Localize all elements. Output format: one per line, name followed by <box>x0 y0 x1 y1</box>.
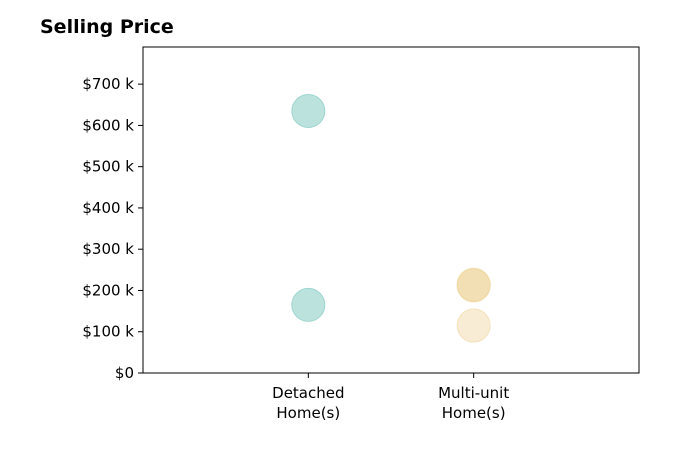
x-tick-label: Multi-unit Home(s) <box>438 384 509 422</box>
data-point-3 <box>456 267 491 302</box>
y-tick-label: $700 k <box>82 75 134 93</box>
chart-title: Selling Price <box>40 16 174 38</box>
y-tick-label: $600 k <box>82 116 134 134</box>
y-tick-label: $400 k <box>82 199 134 217</box>
data-point-1 <box>291 287 326 322</box>
data-point-0 <box>291 93 326 128</box>
points-layer <box>291 93 491 343</box>
y-tick-label: $200 k <box>82 281 134 299</box>
y-tick-label: $100 k <box>82 323 134 341</box>
y-tick-label: $300 k <box>82 240 134 258</box>
data-point-4 <box>456 308 491 343</box>
y-tick-label: $500 k <box>82 158 134 176</box>
x-tick-label: Detached Home(s) <box>272 384 344 422</box>
plot-frame <box>142 46 640 374</box>
axes-layer: $0 $100 k $200 k $300 k $400 k $500 k $600 k $7… <box>82 46 640 422</box>
y-tick-label: $0 <box>115 364 134 382</box>
